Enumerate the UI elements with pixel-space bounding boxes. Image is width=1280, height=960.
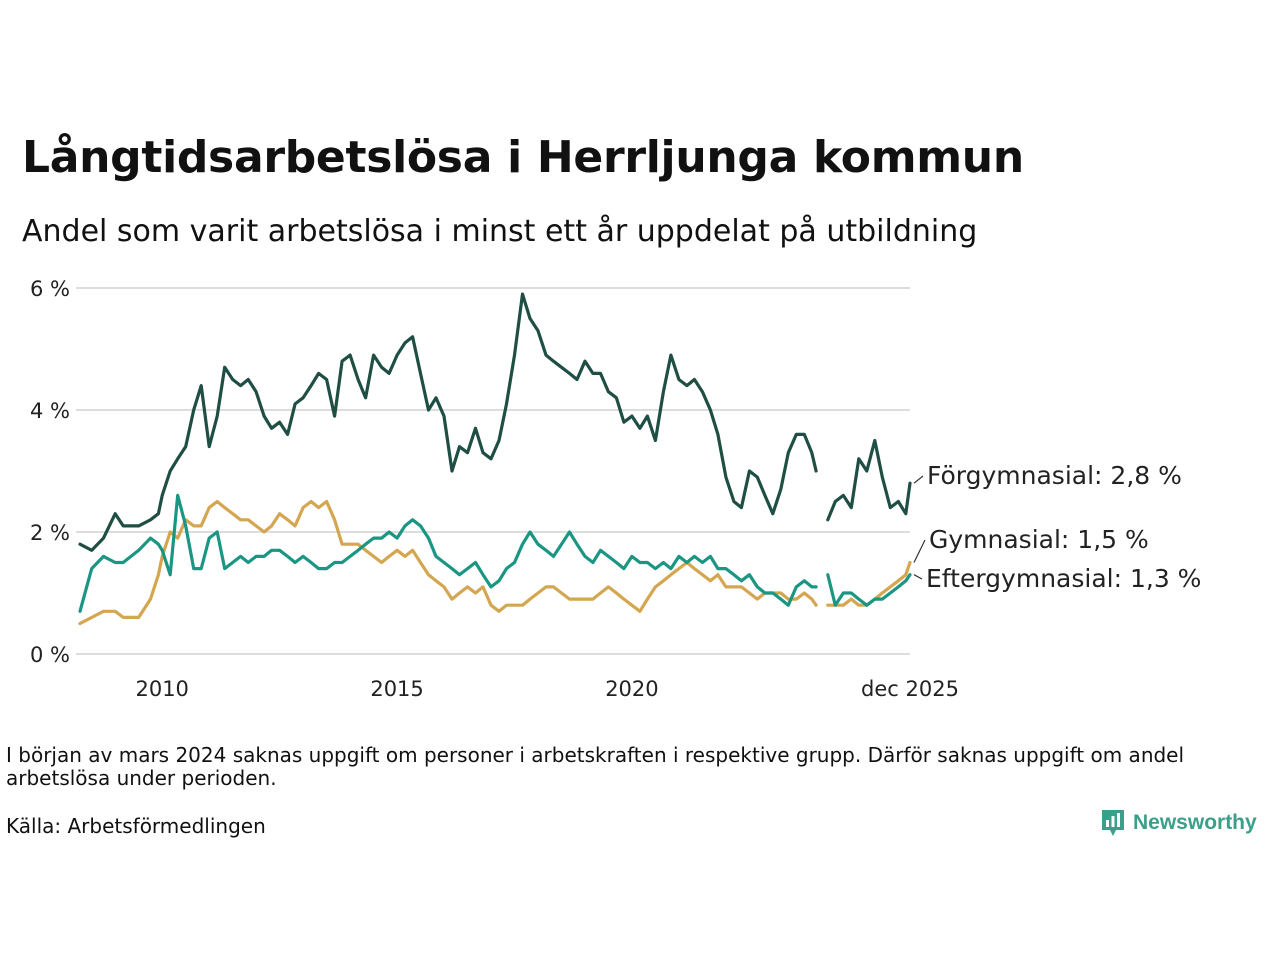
brand-name: Newsworthy xyxy=(1133,811,1257,834)
x-tick-label: 2010 xyxy=(135,677,188,701)
series-line-eftergymnasial xyxy=(78,493,818,613)
y-tick-label: 4 % xyxy=(30,399,70,423)
x-tick-label: dec 2025 xyxy=(861,677,959,701)
newsworthy-logo: Newsworthy xyxy=(1100,808,1257,838)
series-line-förgymnasial xyxy=(78,292,818,552)
footnote: I början av mars 2024 saknas uppgift om … xyxy=(6,743,1185,790)
y-tick-label: 6 % xyxy=(30,277,70,301)
series-line-förgymnasial xyxy=(826,438,912,522)
series-end-label: Eftergymnasial: 1,3 % xyxy=(926,564,1201,593)
source-credit: Källa: Arbetsförmedlingen xyxy=(6,814,266,838)
series-line-gymnasial xyxy=(78,499,818,626)
x-tick-label: 2015 xyxy=(370,677,423,701)
y-tick-label: 2 % xyxy=(30,521,70,545)
newsworthy-icon xyxy=(1102,810,1124,836)
chart-subtitle: Andel som varit arbetslösa i minst ett å… xyxy=(22,214,978,249)
leader-line xyxy=(913,539,926,563)
series-end-label: Gymnasial: 1,5 % xyxy=(929,525,1149,554)
chart-title: Långtidsarbetslösa i Herrljunga kommun xyxy=(22,132,1024,183)
leader-line xyxy=(913,475,924,484)
y-tick-label: 0 % xyxy=(30,643,70,667)
series-end-label: Förgymnasial: 2,8 % xyxy=(927,461,1182,490)
leader-line xyxy=(913,574,923,580)
x-tick-label: 2020 xyxy=(605,677,658,701)
series-line-eftergymnasial xyxy=(826,573,912,607)
